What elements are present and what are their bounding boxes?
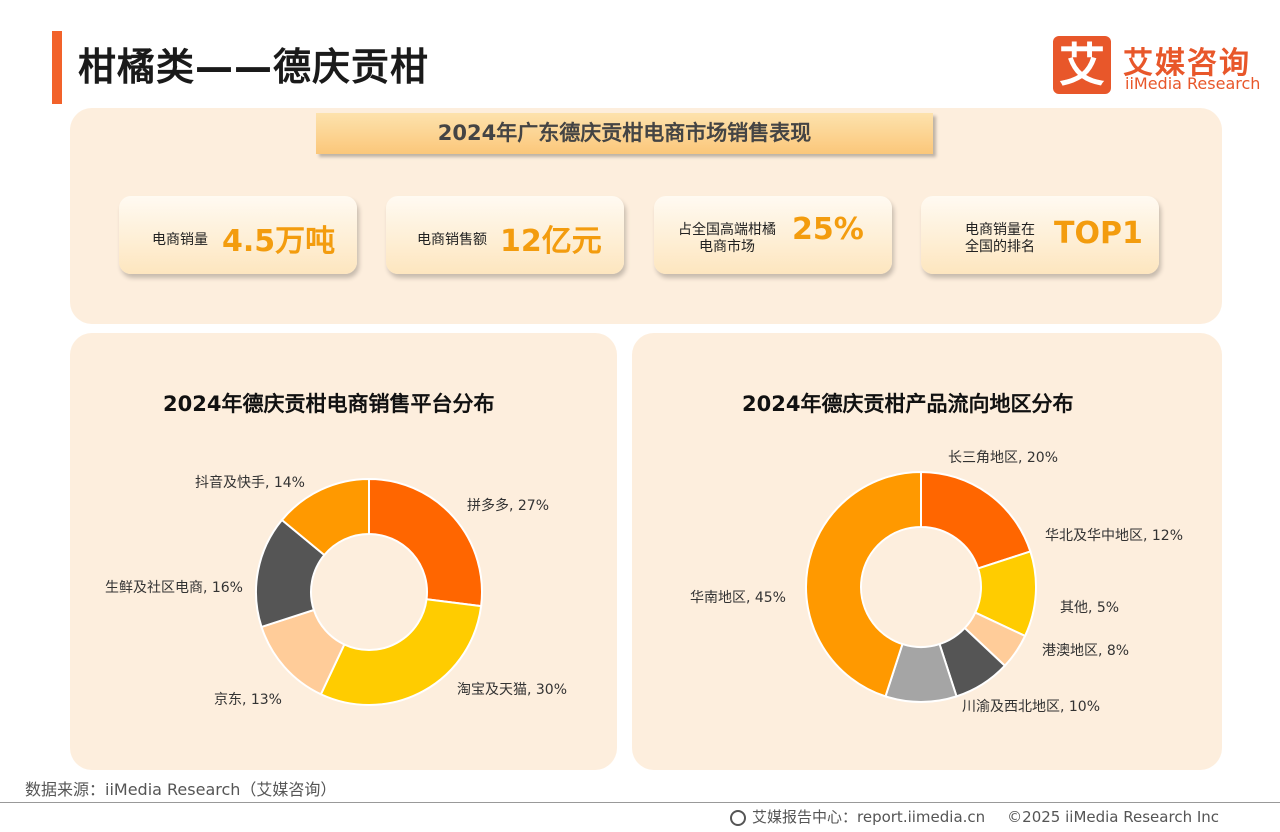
- slice-label-1-1: 拼多多, 27%: [467, 497, 549, 514]
- slice-label-1-4: 生鲜及社区电商, 16%: [105, 580, 243, 596]
- donut-slice-1-1: [368, 477, 483, 608]
- kpi-label: 电商销量: [152, 232, 208, 248]
- platform-chart-title: 2024年德庆贡柑电商销售平台分布: [163, 392, 495, 416]
- kpi-value: 25%: [792, 212, 864, 247]
- region-chart-title: 2024年德庆贡柑产品流向地区分布: [742, 392, 1074, 416]
- slice-label-2-6: 华南地区, 45%: [690, 590, 786, 606]
- kpi-card-market-share: 占全国高端柑橘 电商市场 25%: [654, 196, 892, 274]
- footer-divider: [0, 802, 1280, 803]
- slice-label-2-1: 长三角地区, 20%: [948, 450, 1058, 466]
- donut-slice-1-2: [319, 598, 483, 706]
- slice-label-2-4: 港澳地区, 8%: [1042, 643, 1129, 659]
- kpi-value: 4.5万吨: [222, 224, 336, 259]
- slice-label-2-5: 川渝及西北地区, 10%: [962, 699, 1100, 715]
- globe-icon: [730, 810, 746, 826]
- summary-banner: 2024年广东德庆贡柑电商市场销售表现: [316, 113, 933, 154]
- kpi-value: 12亿元: [500, 224, 602, 259]
- logo-mark-icon: 艾: [1053, 36, 1111, 94]
- page-title: 柑橘类——德庆贡柑: [78, 45, 430, 89]
- slice-label-2-3: 其他, 5%: [1060, 600, 1119, 616]
- title-accent-bar: [52, 31, 62, 104]
- slice-label-1-5: 抖音及快手, 14%: [195, 474, 305, 491]
- iimedia-logo: 艾 艾媒咨询 iiMedia Research: [1053, 36, 1263, 98]
- footer: 艾媒报告中心：report.iimedia.cn ©2025 iiMedia Re…: [730, 806, 1219, 827]
- slice-label-2-2: 华北及华中地区, 12%: [1045, 528, 1183, 544]
- kpi-card-national-rank: 电商销量在 全国的排名 TOP1: [921, 196, 1159, 274]
- slice-label-1-3: 京东, 13%: [214, 692, 282, 708]
- kpi-label: 电商销售额: [417, 232, 487, 248]
- donut-slice-2-1: [920, 470, 1032, 570]
- kpi-card-sales-revenue: 电商销售额 12亿元: [386, 196, 624, 274]
- footer-copyright: ©2025 iiMedia Research Inc: [1007, 808, 1220, 826]
- kpi-label: 电商销量在 全国的排名: [965, 222, 1035, 255]
- donut-slice-2-6: [805, 470, 922, 698]
- data-source: 数据来源：iiMedia Research（艾媒咨询）: [25, 780, 337, 799]
- logo-name-cn: 艾媒咨询: [1123, 46, 1251, 81]
- logo-name-en: iiMedia Research: [1125, 74, 1261, 93]
- slice-label-1-2: 淘宝及天猫, 30%: [457, 682, 567, 698]
- kpi-value: TOP1: [1054, 216, 1143, 251]
- kpi-label: 占全国高端柑橘 电商市场: [678, 222, 776, 255]
- kpi-card-sales-volume: 电商销量 4.5万吨: [119, 196, 357, 274]
- donut-slice-1-5: [280, 477, 370, 557]
- footer-report-center: 艾媒报告中心：report.iimedia.cn: [752, 808, 986, 826]
